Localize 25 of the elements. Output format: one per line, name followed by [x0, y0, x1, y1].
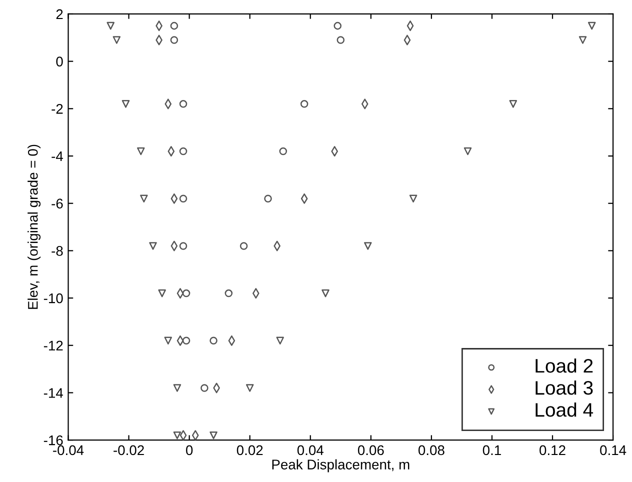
- y-axis-title: Elev, m (original grade = 0): [28, 144, 41, 309]
- x-tick-label: 0.08: [418, 445, 444, 456]
- x-tick-label: -0.02: [114, 445, 144, 456]
- legend-label: Load 3: [536, 380, 593, 395]
- x-tick-label: 0.06: [358, 445, 384, 456]
- legend-label: Load 2: [536, 358, 593, 373]
- y-tick-label: -14: [44, 388, 63, 398]
- y-tick-label: -16: [44, 435, 63, 446]
- x-tick-label: 0.12: [540, 445, 566, 456]
- x-tick-label: 0.14: [600, 445, 626, 456]
- x-tick-label: 0.1: [482, 445, 501, 456]
- x-axis-title: Peak Displacement, m: [272, 459, 410, 472]
- y-tick-label: -4: [52, 151, 63, 162]
- x-tick-label: 0.04: [297, 445, 324, 456]
- y-tick-label: -6: [52, 198, 63, 209]
- y-tick-label: -2: [52, 104, 63, 114]
- y-tick-label: -12: [44, 340, 63, 350]
- y-tick-label: -10: [44, 293, 63, 304]
- y-tick-label: 0: [56, 56, 63, 66]
- legend-label: Load 4: [536, 402, 594, 417]
- y-tick-label: 2: [56, 9, 63, 20]
- y-tick-label: -8: [52, 246, 63, 256]
- x-tick-label: 0: [186, 445, 193, 456]
- x-tick-label: -0.04: [53, 445, 84, 456]
- x-tick-label: 0.02: [236, 445, 263, 456]
